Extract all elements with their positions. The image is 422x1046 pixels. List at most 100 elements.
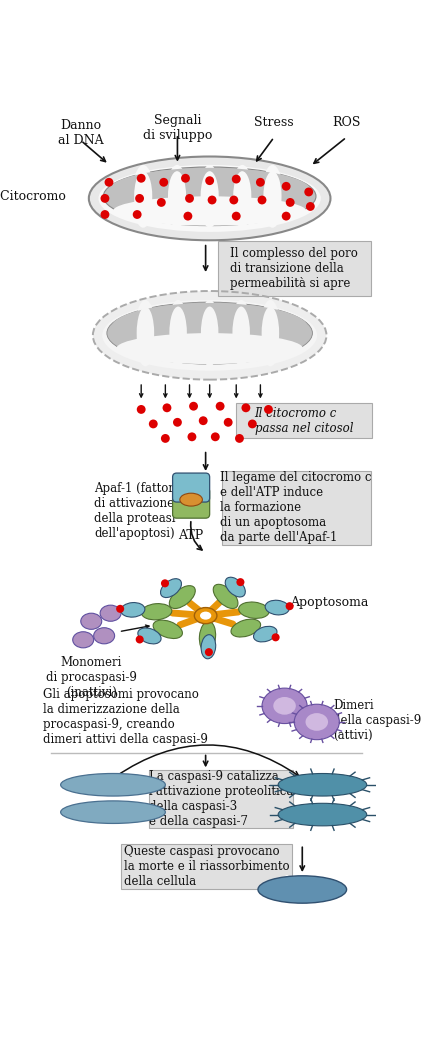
Ellipse shape [135, 635, 144, 643]
Ellipse shape [282, 211, 291, 221]
Ellipse shape [100, 210, 109, 219]
Ellipse shape [133, 210, 142, 219]
Ellipse shape [200, 612, 211, 619]
Text: Caspasi-3: Caspasi-3 [293, 778, 352, 791]
Ellipse shape [137, 405, 146, 414]
Ellipse shape [113, 197, 306, 226]
Ellipse shape [121, 602, 145, 617]
Text: Morte
cellulare: Morte cellulare [276, 876, 328, 904]
Ellipse shape [272, 633, 280, 641]
Ellipse shape [185, 194, 194, 203]
Ellipse shape [208, 196, 216, 204]
Ellipse shape [201, 306, 219, 360]
Ellipse shape [199, 621, 216, 652]
Text: Gli apoptosomi provocano
la dimerizzazione della
procaspasi-9, creando
dimeri at: Gli apoptosomi provocano la dimerizzazio… [43, 688, 208, 746]
Ellipse shape [262, 165, 283, 228]
Ellipse shape [225, 577, 245, 597]
Ellipse shape [235, 434, 244, 442]
Ellipse shape [238, 602, 269, 618]
Ellipse shape [138, 628, 161, 644]
Text: Apoptosoma: Apoptosoma [290, 596, 368, 609]
Ellipse shape [262, 688, 307, 724]
Text: Citocromo: Citocromo [0, 190, 70, 203]
Text: Apaf-1 (fattore-1
di attivazione
della proteasi
dell'apoptosi): Apaf-1 (fattore-1 di attivazione della p… [95, 482, 193, 540]
Ellipse shape [149, 419, 158, 429]
Text: Il legame del citocromo c
e dell'ATP induce
la formazione
di un apoptosoma
da pa: Il legame del citocromo c e dell'ATP ind… [220, 471, 372, 544]
Ellipse shape [286, 602, 294, 610]
Ellipse shape [294, 704, 339, 740]
Ellipse shape [232, 175, 241, 183]
Ellipse shape [157, 198, 166, 207]
Text: Procaspasi-7: Procaspasi-7 [75, 805, 151, 819]
Ellipse shape [248, 419, 257, 429]
Ellipse shape [135, 300, 156, 366]
Ellipse shape [199, 300, 220, 366]
Ellipse shape [81, 613, 102, 630]
Ellipse shape [257, 196, 266, 204]
Ellipse shape [102, 300, 317, 370]
Text: Il complesso del poro
di transizione della
permeabilità si apre: Il complesso del poro di transizione del… [230, 247, 358, 290]
Ellipse shape [216, 402, 225, 411]
Ellipse shape [286, 198, 295, 207]
Ellipse shape [61, 801, 165, 823]
Ellipse shape [264, 405, 273, 414]
Ellipse shape [180, 494, 203, 506]
Text: c: c [113, 190, 120, 203]
Ellipse shape [306, 713, 328, 731]
Ellipse shape [304, 187, 313, 197]
Ellipse shape [232, 211, 241, 221]
Ellipse shape [273, 697, 296, 714]
Ellipse shape [205, 649, 213, 656]
Ellipse shape [278, 773, 367, 796]
Ellipse shape [105, 178, 114, 187]
Ellipse shape [89, 157, 330, 241]
Ellipse shape [61, 773, 165, 796]
Ellipse shape [201, 635, 216, 659]
Ellipse shape [169, 586, 195, 609]
Ellipse shape [133, 165, 154, 228]
Text: Queste caspasi provocano
la morte e il riassorbimento
della cellula: Queste caspasi provocano la morte e il r… [124, 845, 289, 888]
Ellipse shape [278, 803, 367, 826]
Ellipse shape [100, 606, 121, 621]
Ellipse shape [173, 418, 182, 427]
Ellipse shape [231, 300, 252, 366]
Ellipse shape [137, 306, 154, 360]
Ellipse shape [162, 404, 171, 412]
Ellipse shape [107, 302, 312, 364]
Text: La caspasi-9 catalizza
l'attivazione proteolitica
della caspasi-3
e della caspas: La caspasi-9 catalizza l'attivazione pro… [149, 770, 293, 828]
Text: ATP: ATP [179, 528, 204, 542]
Ellipse shape [230, 196, 238, 204]
Ellipse shape [108, 167, 311, 213]
Ellipse shape [100, 194, 109, 203]
Ellipse shape [161, 579, 169, 588]
Ellipse shape [134, 172, 152, 222]
Ellipse shape [93, 291, 327, 380]
Ellipse shape [168, 300, 189, 366]
Text: Il citocromo c
passa nel citosol: Il citocromo c passa nel citosol [254, 407, 353, 435]
FancyBboxPatch shape [121, 844, 292, 889]
Ellipse shape [116, 333, 303, 364]
FancyBboxPatch shape [173, 473, 210, 502]
Ellipse shape [233, 306, 250, 360]
Ellipse shape [116, 605, 124, 613]
Ellipse shape [199, 165, 221, 228]
Ellipse shape [256, 178, 265, 187]
Ellipse shape [258, 876, 346, 903]
FancyBboxPatch shape [222, 471, 371, 545]
Ellipse shape [306, 202, 315, 211]
Ellipse shape [260, 300, 281, 366]
Ellipse shape [211, 432, 220, 441]
Ellipse shape [111, 303, 308, 351]
FancyBboxPatch shape [149, 770, 292, 828]
Text: ROS: ROS [333, 116, 361, 130]
Ellipse shape [161, 434, 170, 442]
Ellipse shape [169, 306, 187, 360]
Text: Danno
al DNA: Danno al DNA [58, 119, 103, 147]
Ellipse shape [199, 416, 208, 425]
Ellipse shape [195, 608, 217, 623]
Text: Monomeri
di procaspasi-9
(inattivi): Monomeri di procaspasi-9 (inattivi) [46, 656, 137, 699]
Ellipse shape [263, 172, 281, 222]
Text: Stress: Stress [254, 116, 294, 130]
Ellipse shape [224, 418, 233, 427]
FancyBboxPatch shape [218, 241, 371, 296]
